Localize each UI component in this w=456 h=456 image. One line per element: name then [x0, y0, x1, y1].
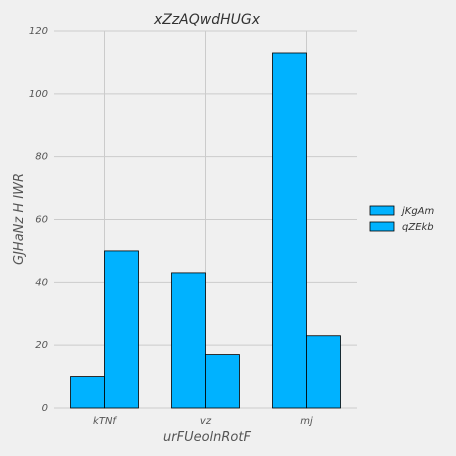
x-tick-label: vz	[200, 416, 212, 427]
legend-label-0: jKgAm	[400, 206, 435, 217]
bar-qZEkb-mj	[306, 335, 341, 409]
legend: jKgAm qZEkb	[369, 205, 435, 233]
bars-layer	[70, 52, 341, 409]
x-tick-label: kTNf	[93, 416, 117, 427]
y-tick-label: 120	[29, 26, 48, 37]
chart-title: xZzAQwdHUGx	[153, 12, 261, 28]
y-axis-label: GJHaNz H IWR	[12, 173, 27, 265]
y-tick-label: 20	[35, 340, 48, 351]
bar-qZEkb-kTNf	[104, 250, 139, 409]
bar-jKgAm-kTNf	[70, 376, 105, 409]
y-tick-label: 0	[42, 403, 48, 414]
y-tick-label: 40	[35, 277, 48, 288]
bar-jKgAm-vz	[171, 272, 206, 409]
x-tick-label: mj	[300, 416, 313, 427]
legend-swatch-0	[369, 205, 395, 216]
y-tick-label: 100	[29, 89, 48, 100]
legend-swatch-1	[369, 221, 395, 232]
bar-jKgAm-mj	[272, 52, 307, 409]
y-tick-label: 80	[35, 152, 48, 163]
y-tick-label: 60	[35, 215, 48, 226]
legend-label-1: qZEkb	[402, 222, 434, 233]
ticks-layer: 0 20 40 60 80 100 120 kTNf vz mj	[29, 26, 313, 427]
bar-qZEkb-vz	[205, 354, 240, 409]
x-axis-label: urFUeolnRotF	[163, 430, 251, 445]
